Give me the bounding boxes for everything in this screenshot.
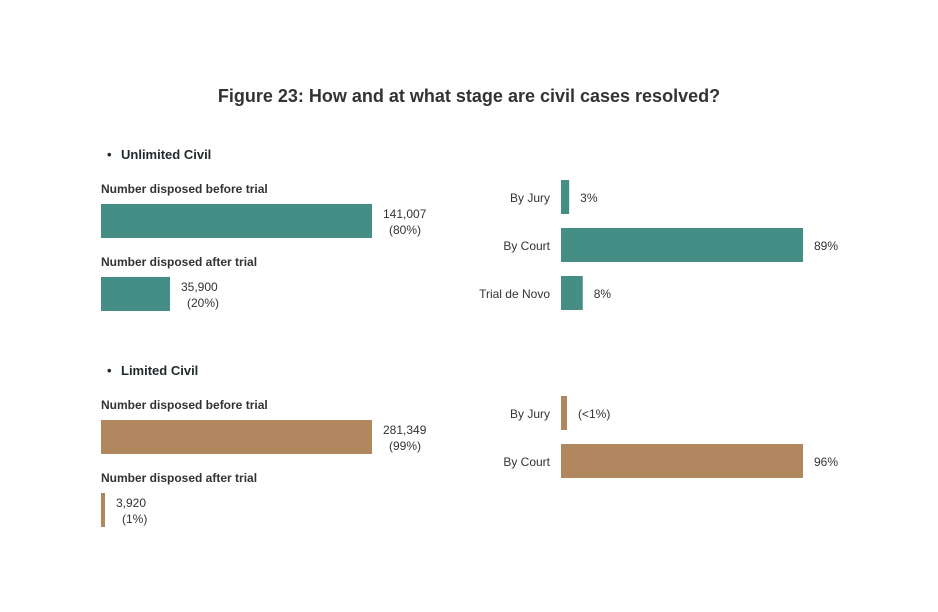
row-label: Number disposed before trial: [101, 398, 268, 412]
value-label: 35,900: [181, 280, 218, 294]
value-label: 3%: [580, 191, 598, 205]
chart-title: Figure 23: How and at what stage are civ…: [217, 86, 721, 106]
percent-label: (1%): [122, 512, 147, 526]
value-label: 8%: [594, 287, 612, 301]
category-label: Trial de Novo: [479, 287, 550, 301]
category-label: By Jury: [510, 191, 550, 205]
row-label: Number disposed before trial: [101, 182, 268, 196]
bar: [561, 180, 570, 214]
category-label: By Court: [503, 455, 550, 469]
percent-label: (20%): [187, 296, 219, 310]
value-label: 281,349: [383, 423, 427, 437]
bar: [101, 277, 170, 311]
row-label: Number disposed after trial: [101, 471, 257, 485]
value-label: (<1%): [578, 407, 610, 421]
section-label: Limited Civil: [121, 363, 198, 378]
percent-label: (99%): [389, 439, 421, 453]
row-label: Number disposed after trial: [101, 255, 257, 269]
bar: [101, 204, 372, 238]
bar: [561, 396, 567, 430]
bar: [101, 493, 105, 527]
bar: [561, 444, 803, 478]
category-label: By Jury: [510, 407, 550, 421]
value-label: 141,007: [383, 207, 427, 221]
section-bullet: •: [107, 147, 112, 162]
bar: [561, 276, 583, 310]
value-label: 89%: [814, 239, 838, 253]
value-label: 96%: [814, 455, 838, 469]
bar: [101, 420, 372, 454]
section-bullet: •: [107, 363, 112, 378]
percent-label: (80%): [389, 223, 421, 237]
category-label: By Court: [503, 239, 550, 253]
bar: [561, 228, 803, 262]
value-label: 3,920: [116, 496, 146, 510]
section-label: Unlimited Civil: [121, 147, 211, 162]
